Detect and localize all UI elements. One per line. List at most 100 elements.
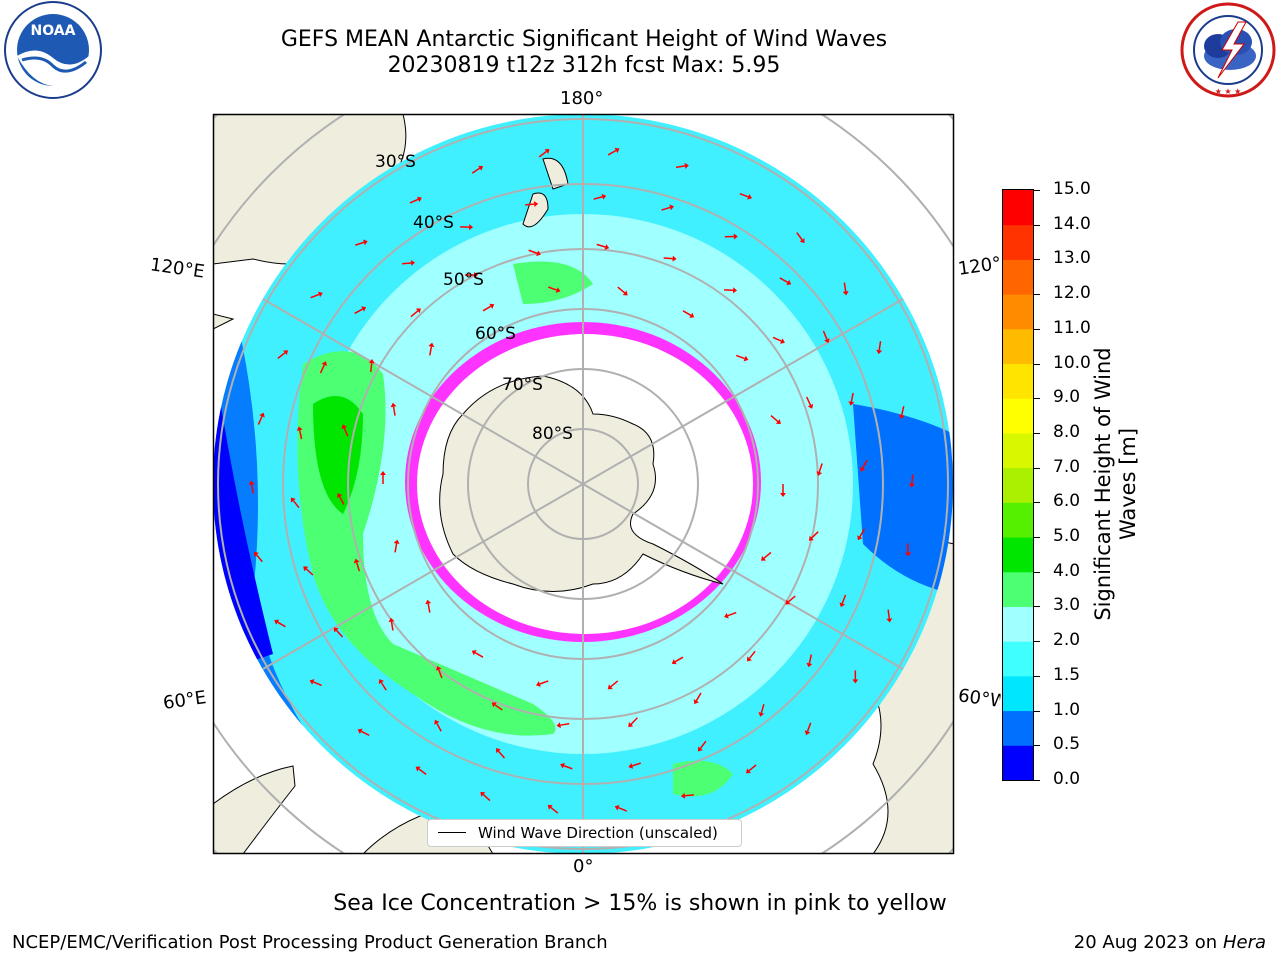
wind-wave-arrow: [770, 415, 779, 422]
wind-wave-arrowhead: [434, 719, 440, 725]
colorbar-bin: [1003, 398, 1033, 434]
wind-wave-arrowhead: [775, 419, 781, 424]
colorbar-tick-label: 0.0: [1053, 769, 1081, 789]
wind-wave-arrowhead: [747, 194, 753, 200]
wind-wave-arrowhead: [808, 535, 814, 541]
wind-wave-arrowhead: [786, 279, 792, 285]
wind-wave-arrow: [878, 341, 882, 351]
colorbar-tick-label: 1.0: [1053, 699, 1081, 720]
wind-wave-arrowhead: [684, 162, 689, 169]
colorbar-tick-label: 13.0: [1053, 248, 1091, 269]
wind-wave-arrowhead: [614, 804, 620, 811]
colorbar-bin: [1003, 294, 1033, 330]
colorbar-tick-label: 7.0: [1053, 456, 1081, 477]
wind-wave-arrowhead: [857, 535, 863, 541]
wind-wave-arrowhead: [745, 768, 751, 774]
wind-wave-arrowhead: [671, 659, 677, 665]
colorbar-label: Significant Height of Wind Waves [m]: [1091, 347, 1141, 620]
wind-wave-arrow: [390, 621, 394, 631]
wind-wave-arrow: [471, 167, 481, 174]
wind-wave-arrow: [675, 165, 686, 169]
colorbar-tick-label: 6.0: [1053, 491, 1081, 512]
wind-wave-arrowhead: [804, 730, 811, 736]
colorbar-tick-mark: [1034, 502, 1040, 504]
colorbar-tick-mark: [1034, 745, 1040, 747]
colorbar-tick-label: 14.0: [1053, 213, 1091, 234]
colorbar-tick-mark: [1034, 537, 1040, 539]
wind-wave-arrowhead: [415, 766, 421, 772]
lat-label-30s: 30°S: [375, 152, 416, 172]
colorbar-tick-mark: [1034, 328, 1040, 330]
wind-wave-arrowhead: [380, 471, 386, 475]
wind-wave-arrow: [684, 794, 694, 797]
colorbar-tick-label: 10.0: [1053, 352, 1091, 373]
noaa-logo: NOAA: [2, 0, 104, 104]
colorbar-bin: [1003, 606, 1033, 642]
wind-wave-arrowhead: [390, 402, 397, 408]
wind-wave-arrow: [735, 354, 745, 360]
wind-wave-arrow: [355, 241, 365, 246]
colorbar-tick-mark: [1034, 571, 1040, 573]
wind-wave-arrowhead: [357, 728, 363, 734]
wind-wave-arrow: [887, 609, 891, 619]
wind-wave-arrowhead: [480, 791, 486, 797]
wind-wave-arrow: [763, 551, 772, 559]
wind-wave-arrowhead: [628, 722, 634, 728]
wind-wave-arrowhead: [536, 250, 541, 257]
wind-wave-arrowhead: [544, 149, 550, 154]
wind-wave-arrow: [277, 621, 286, 628]
wind-wave-arrowhead: [425, 599, 432, 605]
wind-wave-arrow: [843, 282, 847, 292]
wind-wave-arrowhead: [848, 401, 855, 406]
wind-wave-arrowhead: [761, 555, 767, 561]
svg-text:★ ★ ★: ★ ★ ★: [1215, 87, 1242, 96]
colorbar-bin: [1003, 641, 1033, 677]
wind-wave-arrowhead: [336, 493, 343, 499]
wind-wave-arrow: [560, 722, 570, 726]
wind-wave-arrow: [305, 568, 314, 576]
wind-wave-arrowhead: [555, 287, 561, 293]
wind-wave-arrowhead: [839, 602, 846, 608]
colorbar-bin: [1003, 571, 1033, 607]
wind-wave-arrowhead: [333, 627, 339, 633]
wind-wave-arrow: [806, 722, 812, 732]
wind-wave-arrows: [248, 147, 915, 814]
colorbar-bin: [1003, 363, 1033, 399]
lat-label-60s: 60°S: [475, 324, 516, 344]
colorbar-tick-label: 0.5: [1053, 734, 1081, 755]
wind-wave-arrow: [796, 232, 803, 241]
wind-wave-arrowhead: [905, 552, 912, 557]
wind-wave-arrow: [538, 150, 547, 158]
wind-wave-arrow: [313, 681, 322, 687]
wind-wave-arrow: [808, 654, 813, 664]
wind-wave-arrowhead: [747, 656, 752, 662]
date-label: 20 Aug 2023 on: [1073, 932, 1218, 953]
wind-wave-arrow: [354, 308, 363, 315]
wind-wave-arrowhead: [536, 681, 541, 687]
wind-wave-arrow: [277, 352, 286, 359]
wind-wave-arrowhead: [852, 679, 859, 684]
wind-wave-arrowhead: [908, 483, 915, 488]
colorbar-tick-label: 2.0: [1053, 630, 1081, 651]
wind-wave-arrow: [409, 198, 419, 204]
wind-wave-arrowhead: [672, 255, 677, 262]
legend-line-sample: [438, 832, 466, 833]
wind-wave-arrow: [335, 629, 344, 638]
wind-wave-arrow: [727, 611, 737, 617]
wind-wave-arrow: [394, 543, 398, 553]
wind-wave-arrow: [418, 768, 427, 775]
wind-wave-arrowhead: [785, 599, 791, 605]
lat-label-80s: 80°S: [532, 424, 573, 444]
wind-wave-arrow: [811, 531, 819, 539]
colorbar-tick-label: 5.0: [1053, 526, 1081, 547]
wind-wave-arrow: [310, 293, 320, 299]
wind-wave-arrowhead: [816, 471, 823, 476]
wind-wave-arrow: [429, 346, 433, 356]
colorbar-tick-label: 1.5: [1053, 664, 1081, 685]
lon-label-60w: 60°W: [956, 685, 1002, 712]
wind-wave-arrow: [593, 196, 603, 200]
wind-wave-arrowhead: [248, 480, 255, 485]
wind-wave-arrow: [682, 310, 692, 316]
wind-wave-arrow: [392, 406, 396, 416]
lon-label-180: 180°: [560, 88, 604, 109]
